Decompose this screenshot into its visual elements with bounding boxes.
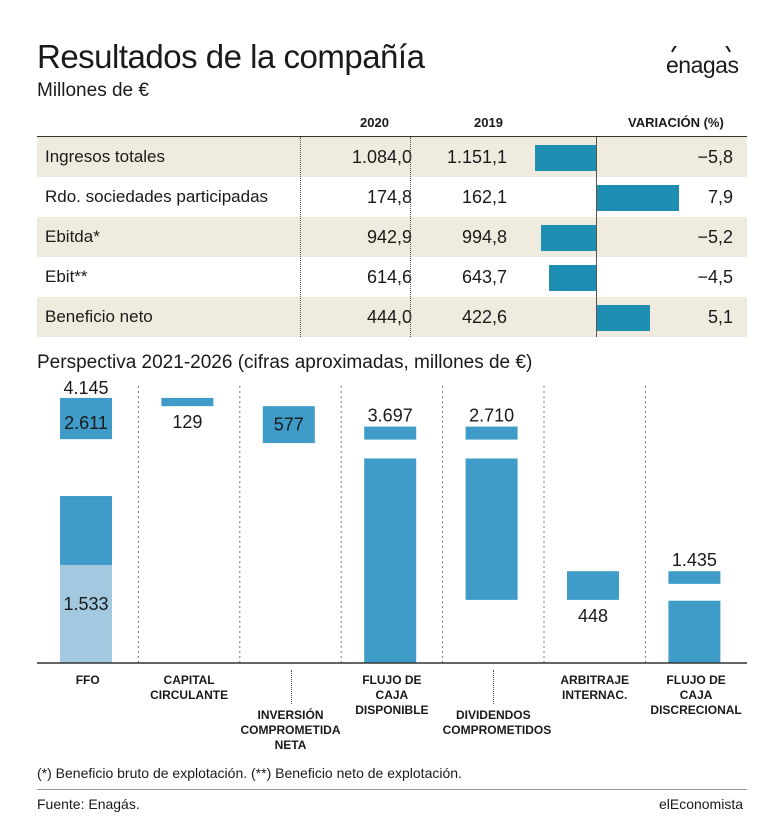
value-2020: 942,9 <box>366 227 412 247</box>
bar-value-label: 577 <box>274 415 304 435</box>
category-label: INVERSIÓN COMPROMETIDA NETA <box>240 708 341 752</box>
bar-top-part <box>364 426 417 440</box>
bar-value-label: 3.697 <box>368 406 413 426</box>
waterfall-svg: 4.145 2.611 1.533 129 577 3.697 2.710 448 1.435 <box>37 378 747 664</box>
col-variation-header: VARIACIÓN (%) <box>628 115 724 130</box>
variation-zero-line <box>596 137 597 337</box>
row-label: Beneficio neto <box>45 307 153 326</box>
category-label: FFO <box>75 673 100 687</box>
category-label: CAPITAL CIRCULANTE <box>150 673 229 702</box>
column-separator <box>300 137 301 337</box>
bar-bottom-part <box>465 458 518 600</box>
variation-bar <box>548 265 596 291</box>
bar-segment <box>60 397 112 440</box>
label-leader <box>290 670 292 704</box>
source-text: Fuente: Enagás. <box>37 796 140 812</box>
bar-segment <box>60 439 112 497</box>
variation-value: −4,5 <box>697 267 733 287</box>
bar-bottom-part <box>364 458 417 663</box>
table-row: Rdo. sociedades participadas 174,8 162,1 7,… <box>37 177 747 217</box>
variation-bar <box>596 305 650 331</box>
bar <box>567 571 619 600</box>
bar-segment-label: 1.533 <box>63 594 108 614</box>
variation-bar <box>541 225 596 251</box>
page-subtitle: Millones de € <box>37 80 149 101</box>
category-label: DIVIDENDOS COMPROMETIDOS <box>442 708 552 737</box>
value-2019: 1.151,1 <box>446 147 507 167</box>
table-row: Ebitda* 942,9 994,8 −5,2 <box>37 217 747 257</box>
logo-text: enagas <box>666 52 739 78</box>
bar-value-label: 129 <box>172 412 202 432</box>
value-2019: 162,1 <box>461 187 507 207</box>
table-row: Beneficio neto 444,0 422,6 5,1 <box>37 297 747 337</box>
page-title: Resultados de la compañía <box>37 38 425 75</box>
row-label: Ingresos totales <box>45 147 166 166</box>
bar-segment-label: 2.611 <box>64 413 108 433</box>
value-2019: 422,6 <box>461 307 507 327</box>
value-2020: 444,0 <box>366 307 412 327</box>
variation-value: 7,9 <box>707 187 733 207</box>
value-2020: 174,8 <box>366 187 412 207</box>
bar-segment <box>60 564 112 663</box>
variation-value: −5,8 <box>697 147 733 167</box>
value-2019: 643,7 <box>461 267 507 287</box>
table-row: Ingresos totales 1.084,0 1.151,1 −5,8 <box>37 137 747 177</box>
variation-bar <box>596 185 679 211</box>
bar-bottom-part <box>668 600 721 663</box>
bar-value-label: 2.710 <box>469 406 514 426</box>
category-label: FLUJO DE CAJA DISCRECIONAL <box>650 673 742 717</box>
column-separator <box>410 137 411 337</box>
brand-text: elEconomista <box>658 796 743 812</box>
row-label: Rdo. sociedades participadas <box>45 187 269 206</box>
category-label: ARBITRAJE INTERNAC. <box>560 673 630 702</box>
variation-bar <box>535 145 596 171</box>
enagas-logo: enagas <box>660 46 746 94</box>
bar <box>262 406 315 444</box>
bar-top-label: 4.145 <box>63 378 108 398</box>
bar-segment <box>60 496 112 565</box>
footnote: (*) Beneficio bruto de explotación. (**)… <box>37 765 462 781</box>
col-2019-header: 2019 <box>474 115 503 130</box>
waterfall-chart: 4.145 2.611 1.533 129 577 3.697 2.710 448 1.435 <box>37 378 747 668</box>
table-top-rule <box>37 136 747 137</box>
value-2020: 614,6 <box>366 267 412 287</box>
row-label: Ebit** <box>45 267 88 286</box>
variation-value: 5,1 <box>707 307 733 327</box>
bar <box>161 397 214 407</box>
bar-value-label: 448 <box>578 606 608 626</box>
table-row: Ebit** 614,6 643,7 −4,5 <box>37 257 747 297</box>
bar-top-part <box>465 426 518 440</box>
footer-rule <box>37 789 747 790</box>
col-2020-header: 2020 <box>360 115 389 130</box>
value-2019: 994,8 <box>461 227 507 247</box>
row-label: Ebitda* <box>45 227 100 246</box>
value-2020: 1.084,0 <box>351 147 412 167</box>
bar-top-part <box>668 571 721 584</box>
category-label: FLUJO DE CAJA DISPONIBLE <box>355 673 429 717</box>
label-leader <box>493 670 495 704</box>
bar-value-label: 1.435 <box>672 550 717 570</box>
variation-value: −5,2 <box>697 227 733 247</box>
chart-title: Perspectiva 2021-2026 (cifras aproximada… <box>37 352 533 373</box>
